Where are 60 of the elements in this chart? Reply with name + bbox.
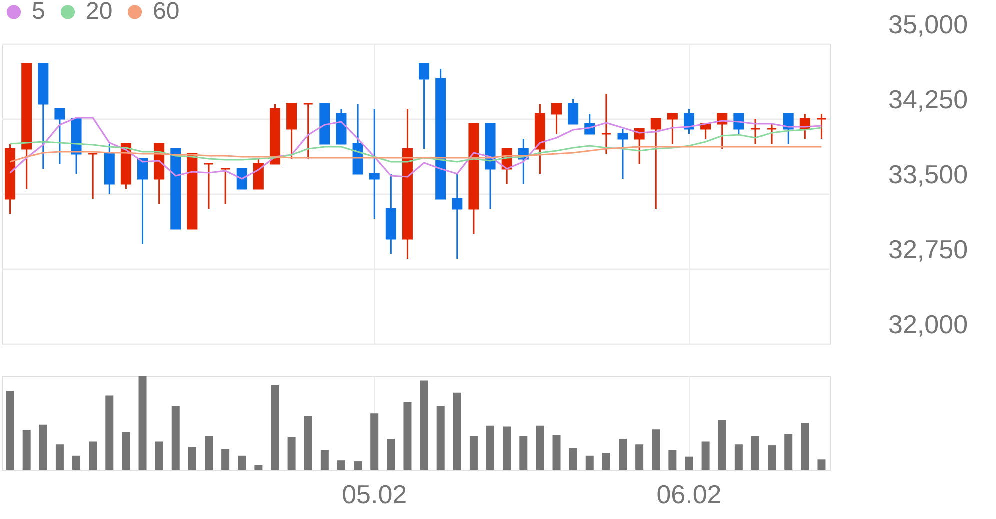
bar: [354, 462, 362, 470]
bar: [304, 416, 312, 470]
bar: [337, 460, 346, 470]
bar: [205, 436, 213, 470]
bar: [404, 402, 412, 470]
bar: [56, 444, 64, 470]
bar: [238, 456, 246, 470]
bar: [470, 436, 478, 470]
bar: [536, 426, 544, 470]
bar: [254, 465, 263, 470]
bar: [569, 448, 578, 470]
bar: [818, 460, 826, 470]
bar: [122, 432, 130, 470]
bar: [6, 391, 14, 470]
bar: [636, 444, 644, 470]
x-tick-label: 06.02: [656, 480, 722, 510]
bar: [39, 424, 48, 470]
bar: [586, 456, 594, 470]
bar: [89, 442, 98, 470]
bar: [784, 434, 793, 470]
y-tick-label: 32,750: [888, 234, 968, 264]
bar: [436, 406, 445, 470]
y-tick-label: 33,500: [888, 160, 968, 190]
bar: [188, 447, 196, 470]
x-tick-label: 05.02: [342, 480, 408, 510]
bar: [768, 446, 776, 470]
bar: [420, 380, 428, 470]
bar: [320, 450, 329, 470]
bar: [520, 436, 528, 470]
bar: [222, 449, 230, 470]
legend-label: 60: [153, 0, 180, 26]
bar: [453, 392, 462, 470]
legend-label: 20: [86, 0, 113, 26]
bar: [72, 456, 81, 470]
y-tick-label: 32,000: [888, 310, 968, 340]
y-tick-label: 35,000: [888, 10, 968, 40]
bar: [734, 444, 743, 470]
y-tick-label: 34,250: [888, 84, 968, 114]
bar: [155, 442, 164, 470]
bar: [271, 385, 280, 470]
bar: [652, 430, 660, 470]
bar: [486, 426, 495, 470]
bar: [552, 435, 561, 470]
bar: [801, 423, 810, 470]
bar: [619, 438, 627, 470]
bar: [702, 442, 710, 470]
bar: [370, 414, 379, 470]
bar: [387, 438, 396, 470]
bar: [503, 426, 512, 470]
bar: [22, 430, 31, 470]
bar: [668, 450, 677, 470]
bar: [288, 437, 296, 470]
bar: [138, 376, 147, 470]
bar: [718, 420, 726, 470]
bar: [106, 396, 114, 470]
bar: [172, 406, 180, 470]
bar: [602, 453, 610, 470]
bar: [685, 456, 694, 470]
legend-label: 5: [32, 0, 46, 26]
bar: [751, 436, 760, 470]
